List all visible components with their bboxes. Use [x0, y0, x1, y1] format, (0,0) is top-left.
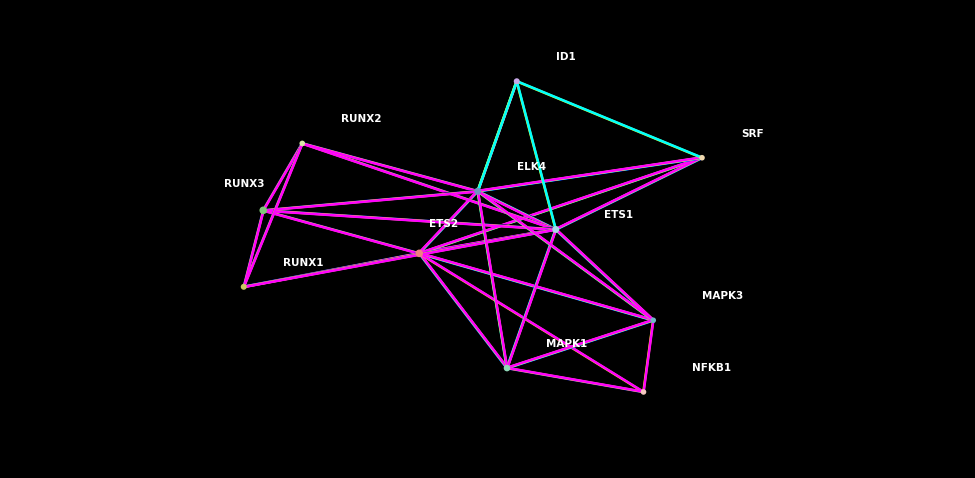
Circle shape [241, 284, 247, 290]
Circle shape [514, 78, 520, 84]
Text: RUNX3: RUNX3 [224, 179, 265, 189]
Text: MAPK1: MAPK1 [546, 339, 587, 349]
Circle shape [474, 188, 482, 195]
Text: NFKB1: NFKB1 [692, 363, 731, 373]
Circle shape [552, 226, 560, 233]
Circle shape [259, 206, 267, 214]
Text: ETS1: ETS1 [604, 210, 634, 220]
Circle shape [299, 141, 305, 146]
Text: RUNX1: RUNX1 [283, 258, 324, 268]
Text: SRF: SRF [741, 129, 763, 139]
Text: ID1: ID1 [556, 52, 575, 62]
Circle shape [415, 250, 423, 257]
Text: MAPK3: MAPK3 [702, 291, 743, 301]
Text: RUNX2: RUNX2 [341, 114, 382, 124]
Circle shape [504, 365, 510, 371]
Circle shape [641, 389, 646, 395]
Circle shape [650, 317, 656, 323]
Circle shape [699, 155, 705, 161]
Text: ETS2: ETS2 [429, 219, 458, 229]
Text: ELK4: ELK4 [517, 162, 546, 172]
